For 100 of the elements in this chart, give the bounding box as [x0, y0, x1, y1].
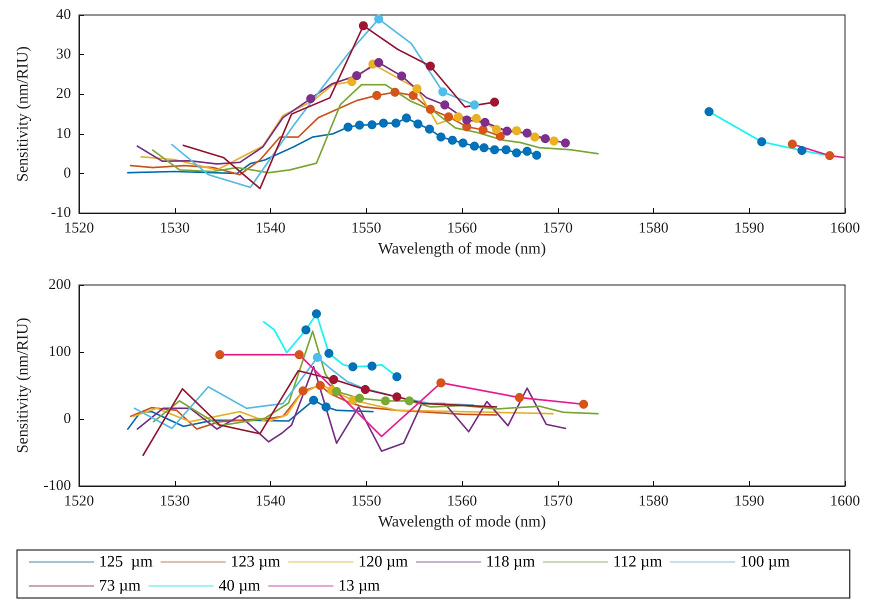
point	[424, 124, 434, 134]
x-tick-label: 1550	[351, 494, 382, 510]
point	[757, 137, 766, 146]
point	[514, 393, 524, 402]
x-tick-label: 1600	[830, 494, 860, 510]
y-tick-label: 40	[56, 7, 71, 23]
point	[438, 87, 448, 96]
x-tick-label: 1540	[256, 220, 286, 237]
point	[355, 394, 364, 403]
point	[397, 72, 406, 81]
legend-label: 73 µm	[99, 578, 142, 594]
point	[522, 146, 532, 156]
point	[378, 118, 388, 128]
y-tick-label: 0	[64, 165, 71, 182]
line-series	[136, 366, 566, 452]
point	[797, 146, 806, 155]
x-tick-label: 1540	[256, 494, 286, 510]
point	[348, 362, 358, 372]
point	[402, 114, 411, 123]
point	[324, 348, 334, 358]
point	[478, 125, 488, 134]
point	[380, 396, 390, 406]
point	[374, 14, 384, 24]
point	[316, 381, 325, 390]
point	[368, 362, 376, 371]
point	[530, 132, 540, 142]
point	[312, 309, 321, 318]
x-tick-label: 1590	[734, 220, 764, 237]
x-tick-label: 1530	[160, 494, 190, 510]
point	[454, 112, 463, 122]
point	[436, 378, 446, 388]
point	[390, 88, 400, 97]
point	[490, 98, 500, 107]
y-tick-label: 30	[56, 46, 71, 63]
point	[408, 90, 418, 100]
y-tick-label: 0	[64, 411, 71, 427]
point	[374, 58, 384, 68]
point	[332, 387, 342, 396]
x-tick-label: 1560	[447, 220, 477, 237]
y-tick-label: 100	[48, 344, 71, 360]
legend-label: 100 µm	[740, 554, 790, 570]
y-tick-label: -10	[51, 205, 71, 222]
point	[458, 138, 468, 148]
point	[344, 122, 353, 132]
legend-label: 120 µm	[358, 554, 409, 570]
point	[312, 352, 322, 362]
y-tick-label: -100	[44, 478, 71, 494]
point	[480, 118, 490, 127]
x-tick-label: 1550	[351, 220, 382, 237]
x-tick-label: 1520	[64, 220, 94, 237]
point	[470, 142, 479, 151]
legend-label: 13 µm	[338, 578, 381, 594]
point	[549, 136, 558, 146]
point	[480, 143, 489, 152]
point	[215, 350, 224, 360]
point	[540, 134, 550, 144]
point	[436, 132, 446, 142]
legend-label: 40 µm	[218, 578, 261, 594]
point	[560, 138, 570, 148]
legend-label: 118 µm	[486, 554, 536, 570]
point	[426, 104, 435, 114]
point	[426, 62, 435, 71]
point	[448, 136, 457, 145]
y-axis-title: Sensitivity (nm/RIU)	[14, 318, 32, 454]
point	[309, 396, 318, 405]
point	[512, 126, 522, 136]
point	[372, 90, 382, 100]
y-tick-label: 10	[56, 126, 71, 142]
point	[462, 115, 472, 124]
x-tick-label: 1570	[542, 494, 573, 510]
point	[392, 372, 402, 382]
point	[412, 84, 422, 94]
point	[502, 145, 511, 154]
point	[392, 392, 402, 402]
point	[355, 120, 364, 130]
line-series	[152, 84, 599, 174]
point	[825, 151, 834, 160]
x-tick-label: 1560	[447, 494, 477, 510]
point	[532, 150, 542, 160]
point	[294, 350, 304, 360]
x-tick-label: 1520	[64, 494, 94, 510]
point	[298, 386, 308, 396]
point	[704, 107, 714, 116]
x-tick-label: 1570	[542, 220, 573, 237]
y-tick-label: 20	[56, 86, 71, 102]
point	[347, 77, 356, 86]
point	[360, 385, 370, 394]
point	[440, 100, 450, 110]
legend-label: 112 µm	[613, 554, 663, 570]
point	[301, 325, 310, 334]
x-tick-label: 1590	[734, 494, 764, 510]
x-axis-title: Wavelength of mode (nm)	[378, 240, 546, 258]
point	[470, 100, 479, 110]
point	[368, 120, 376, 130]
point	[322, 402, 331, 412]
point	[306, 94, 316, 104]
point	[492, 125, 501, 134]
point	[358, 21, 368, 30]
line-series	[152, 330, 599, 426]
point	[391, 118, 400, 128]
